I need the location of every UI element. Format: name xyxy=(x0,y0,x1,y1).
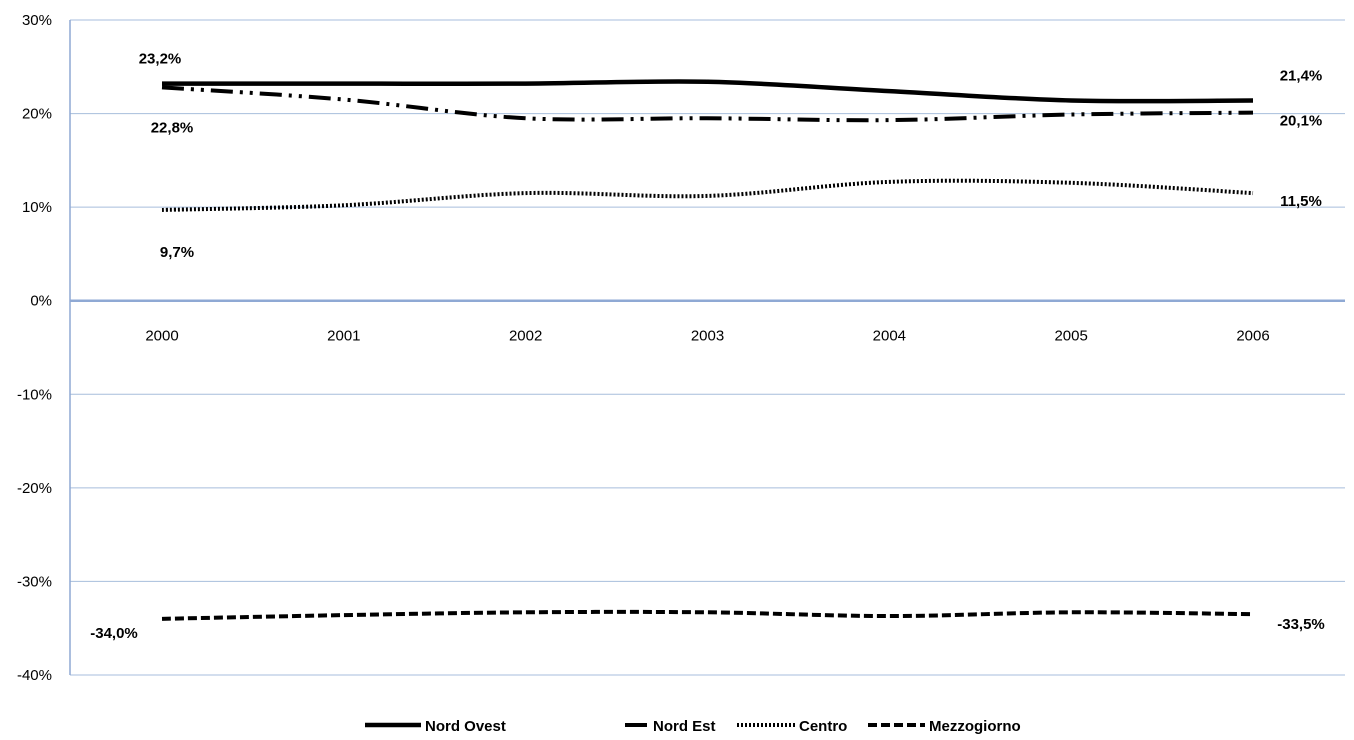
x-tick-label: 2001 xyxy=(327,328,360,345)
data-label: 9,7% xyxy=(160,244,194,261)
x-tick-labels: 2000 2001 2002 2003 2004 2005 2006 xyxy=(145,328,1269,345)
data-label: -33,5% xyxy=(1277,616,1325,633)
data-label: 23,2% xyxy=(139,51,182,68)
series-line-nord-est xyxy=(161,85,1254,123)
y-tick-label: -20% xyxy=(17,480,52,497)
data-label: 11,5% xyxy=(1280,193,1322,210)
data-label: 20,1% xyxy=(1280,113,1323,130)
legend-label: Nord Ovest xyxy=(425,718,506,735)
x-tick-label: 2004 xyxy=(873,328,906,345)
y-tick-label: 20% xyxy=(22,106,52,123)
y-tick-label: 0% xyxy=(30,293,52,310)
legend-label: Centro xyxy=(799,718,847,735)
y-tick-label: -10% xyxy=(17,386,52,403)
data-label: -34,0% xyxy=(90,625,138,642)
data-label: 22,8% xyxy=(151,119,194,136)
x-tick-label: 2002 xyxy=(509,328,542,345)
y-tick-label: -40% xyxy=(17,667,52,684)
x-tick-label: 2005 xyxy=(1054,328,1087,345)
x-tick-label: 2006 xyxy=(1236,328,1269,345)
legend-label: Mezzogiorno xyxy=(929,718,1021,735)
y-tick-label: 10% xyxy=(22,199,52,216)
y-tick-label: -30% xyxy=(17,573,52,590)
series-line-mezzogiorno xyxy=(161,609,1254,621)
legend: Nord Ovest Nord Est Centro Mezzogiorno xyxy=(365,718,1021,735)
series-line-centro xyxy=(161,178,1254,212)
y-tick-label: 30% xyxy=(22,12,52,29)
x-tick-label: 2003 xyxy=(691,328,724,345)
axes xyxy=(69,20,1345,675)
y-tick-labels: 30% 20% 10% 0% -10% -20% -30% -40% xyxy=(17,12,52,684)
legend-label: Nord Est xyxy=(653,718,716,735)
data-labels: 23,2% 21,4% 22,8% 20,1% 9,7% 11,5% -34,0% -33,5… xyxy=(90,51,1325,642)
series-line-nord-ovest xyxy=(162,79,1254,104)
series-lines xyxy=(161,79,1254,621)
data-label: 21,4% xyxy=(1280,67,1323,84)
x-tick-label: 2000 xyxy=(145,328,178,345)
